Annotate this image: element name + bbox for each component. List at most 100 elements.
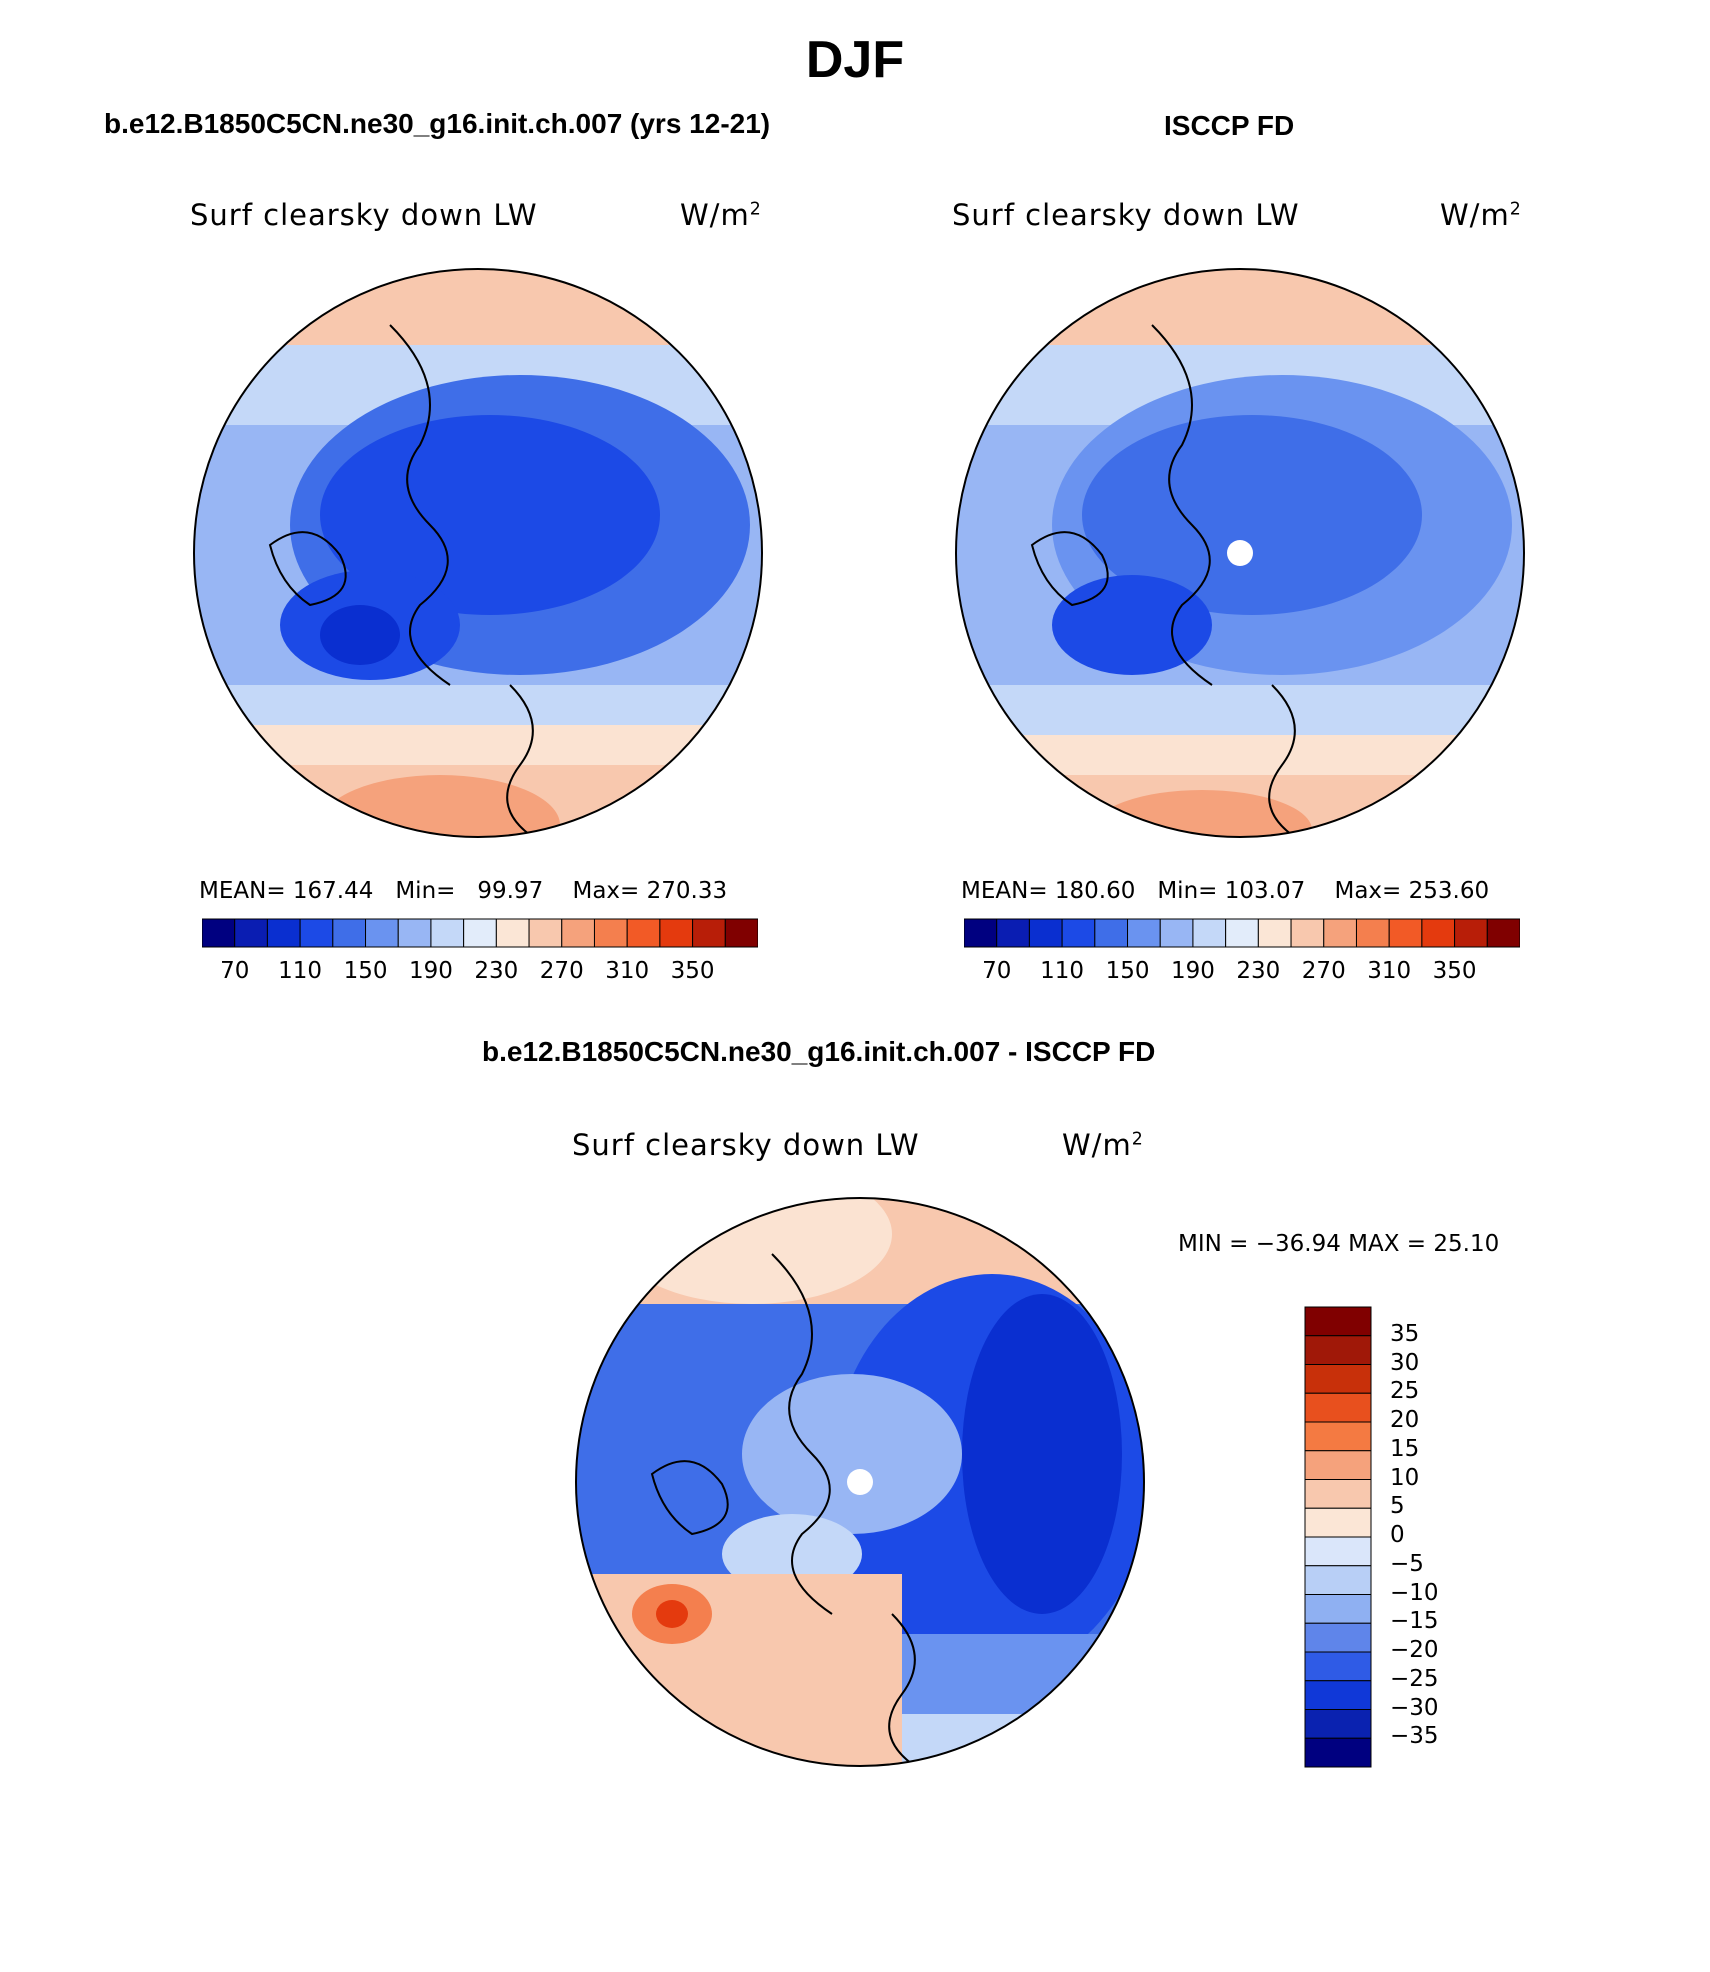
panel3-colorbar-box (1304, 1479, 1372, 1509)
map-model-coastline-1 (268, 531, 347, 607)
panel2-max-label: Max= (1334, 878, 1402, 904)
panel3-units-exp: 2 (1131, 1129, 1144, 1150)
panel1-colorbar-tick: 270 (539, 958, 584, 984)
panel2-colorbar-box (1421, 918, 1456, 948)
panel3-colorbar-tick: −20 (1390, 1637, 1439, 1663)
panel1-colorbar-box (724, 918, 758, 948)
panel1-units-exp: 2 (749, 199, 762, 220)
panel3-colorbar-tick: 20 (1390, 1407, 1420, 1433)
panel2-colorbar-box (996, 918, 1030, 948)
panel3-subtitle: b.e12.B1850C5CN.ne30_g16.init.ch.007 - I… (482, 1036, 1156, 1067)
figure-title: DJF (805, 31, 905, 89)
panel2-units: W/m2 (1440, 198, 1522, 232)
panel1-colorbar-box (659, 918, 694, 948)
map-obs-pole-missing (1227, 540, 1253, 566)
panel3-colorbar-box (1304, 1622, 1372, 1653)
panel1-colorbar-box (463, 918, 497, 948)
map-obs-coastline-2 (1151, 324, 1213, 686)
panel2-colorbar-box (1028, 918, 1063, 948)
panel1-colorbar-box (561, 918, 595, 948)
panel1-colorbar-box (495, 918, 530, 948)
map-obs-canada-cold (1052, 575, 1212, 675)
panel2-colorbar-box (1355, 918, 1390, 948)
panel2-colorbar-box (1127, 918, 1161, 948)
panel1-max-label: Max= (572, 878, 640, 904)
panel2-colorbar-tick: 150 (1105, 958, 1150, 984)
panel3-colorbar-tick: −35 (1390, 1723, 1439, 1750)
panel3-colorbar-ticks: 35 30 25 20 15 10 5 0 −5 −10 −15 −20 −25 −30 −35 (1390, 1306, 1470, 1768)
map-obs-europe-warm (1092, 790, 1312, 837)
map-diff-border (575, 1197, 1145, 1767)
map-model (193, 268, 763, 838)
panel3-colorbar-box (1304, 1306, 1372, 1337)
panel2-units-exp: 2 (1509, 199, 1522, 220)
panel3-colorbar-box (1304, 1450, 1372, 1480)
panel3-colorbar-tick: 35 (1390, 1320, 1420, 1347)
panel1-mean-label: MEAN= (199, 878, 286, 904)
panel1-colorbar-box (266, 918, 301, 948)
panel2-colorbar-tick: 350 (1432, 958, 1477, 984)
map-diff-warm-core (656, 1600, 688, 1628)
panel3-colorbar-tick: −30 (1390, 1694, 1439, 1721)
panel3-colorbar-box (1304, 1392, 1372, 1423)
map-diff-europe-light (902, 1714, 1144, 1766)
panel1-colorbar-box (430, 918, 465, 948)
panel1-colorbar-tick: 190 (408, 958, 453, 984)
panel1-colorbar-box (202, 918, 236, 948)
panel2-colorbar-tick: 270 (1301, 958, 1346, 984)
panel3-colorbar-box (1304, 1364, 1372, 1394)
panel1-min-label: Min= (395, 878, 456, 904)
panel3-colorbar-tick: −25 (1390, 1665, 1439, 1692)
panel3-variable: Surf clearsky down LW (572, 1128, 920, 1162)
panel1-units: W/m2 (680, 198, 762, 232)
panel1-colorbar-box (397, 918, 432, 948)
panel2-colorbar-tick: 310 (1367, 958, 1412, 984)
map-diff-atlantic-warm (576, 1574, 902, 1766)
panel1-colorbar-tick: 150 (343, 958, 388, 984)
panel2-colorbar-box (1159, 918, 1194, 948)
panel3-colorbar-tick: 0 (1390, 1522, 1405, 1548)
panel2-colorbar-ticks: 70 110 150 190 230 270 310 350 (964, 958, 1520, 988)
panel1-colorbar-tick: 350 (670, 958, 715, 984)
panel2-colorbar-box (1094, 918, 1129, 948)
panel2-colorbar-tick: 110 (1040, 958, 1085, 984)
panel2-colorbar-tick: 70 (982, 958, 1012, 984)
panel3-colorbar-tick: 15 (1390, 1435, 1420, 1462)
panel2-mean-label: MEAN= (961, 878, 1048, 904)
panel1-variable: Surf clearsky down LW (190, 198, 538, 232)
panel3-colorbar-box (1304, 1709, 1372, 1739)
map-diff-coastline-2 (771, 1253, 833, 1615)
panel3-colorbar-tick: 25 (1390, 1378, 1420, 1405)
map-obs-border (955, 268, 1525, 838)
panel1-subtitle: b.e12.B1850C5CN.ne30_g16.init.ch.007 (yr… (104, 108, 771, 139)
map-diff-coastline-1 (650, 1460, 729, 1536)
map-diff-siberia-core (962, 1294, 1122, 1614)
map-obs-coastline-3 (1268, 684, 1296, 836)
map-obs-coastline-1 (1030, 531, 1109, 607)
panel1-colorbar-box (234, 918, 268, 948)
panel1-colorbar-tick: 110 (278, 958, 323, 984)
map-diff (575, 1197, 1145, 1767)
panel2-colorbar-box (1192, 918, 1227, 948)
panel2-colorbar-box (1388, 918, 1423, 948)
panel2-max-value: 253.60 (1408, 878, 1490, 904)
panel2-variable: Surf clearsky down LW (952, 198, 1300, 232)
panel1-colorbar-tick: 230 (474, 958, 519, 984)
map-model-border (193, 268, 763, 838)
panel3-colorbar-box (1304, 1594, 1372, 1624)
panel3-colorbar-box (1304, 1565, 1372, 1595)
panel3-colorbar-tick: −15 (1390, 1608, 1439, 1635)
panel1-units-base: W/m (680, 198, 750, 232)
panel1-colorbar-box (593, 918, 628, 948)
panel2-colorbar-box (964, 918, 998, 948)
panel3-colorbar-box (1304, 1335, 1372, 1365)
panel1-colorbar-tick: 310 (605, 958, 650, 984)
panel3-colorbar-box (1304, 1651, 1372, 1682)
panel3-colorbar-tick: −10 (1390, 1579, 1439, 1606)
map-model-coastline-3 (506, 684, 534, 836)
map-model-europe-warm (320, 775, 560, 837)
map-model-canada-core (320, 605, 400, 665)
panel3-colorbar-tick: 30 (1390, 1349, 1420, 1376)
map-obs (955, 268, 1525, 838)
panel2-colorbar-box (1454, 918, 1488, 948)
